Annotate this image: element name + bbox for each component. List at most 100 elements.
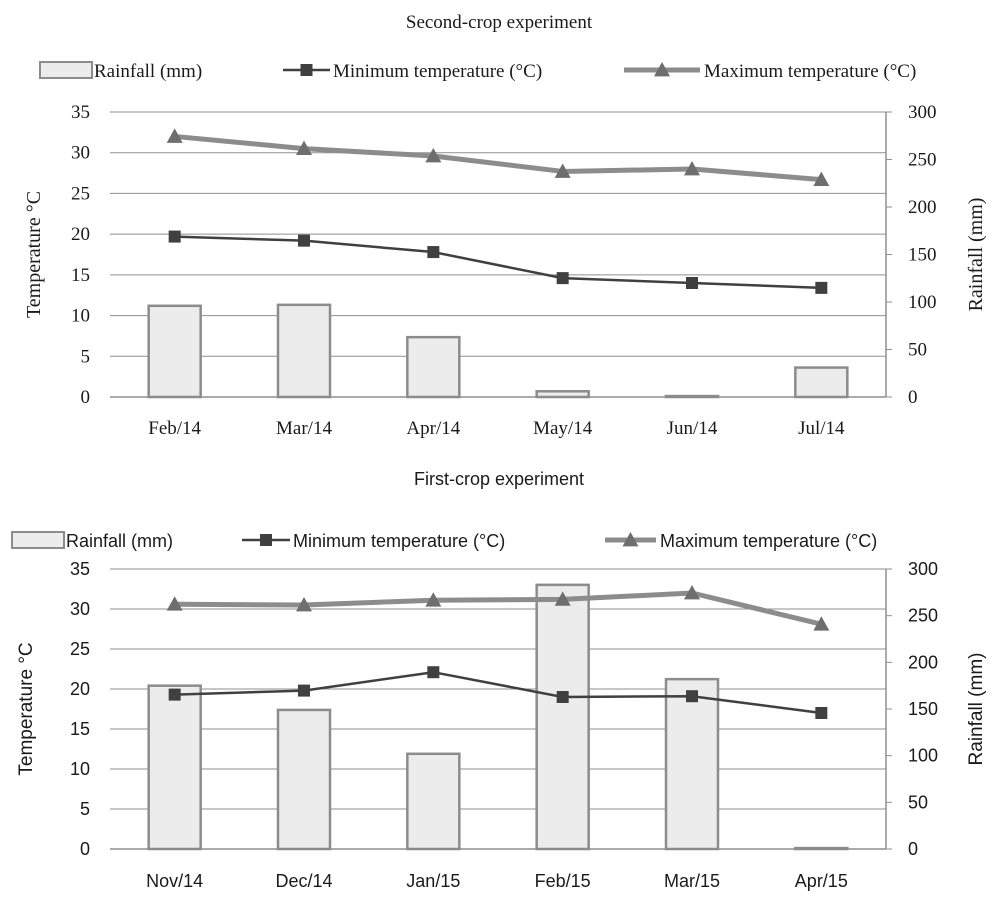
y-left-tick-label: 15 (71, 265, 90, 286)
y-left-tick-label: 20 (70, 679, 90, 699)
y-right-tick-label: 300 (908, 559, 938, 579)
y-left-tick-label: 15 (70, 719, 90, 739)
x-tick-label: Feb/15 (535, 871, 591, 891)
min-temp-line (174, 235, 822, 290)
max-temp-point (813, 171, 830, 186)
y-right-tick-label: 250 (908, 150, 937, 171)
rainfall-bar (794, 846, 849, 851)
max-temp-point (425, 592, 442, 607)
y-left-tick-label: 35 (70, 559, 90, 579)
max-temp-point (813, 616, 830, 631)
rainfall-bar (406, 752, 461, 851)
y-right-tick-label: 50 (908, 792, 928, 812)
rainfall-bar (406, 335, 461, 399)
legend-label-min-temp: Minimum temperature (°C) (333, 61, 542, 82)
min-temp-point (298, 234, 310, 247)
legend: Rainfall (mm) Minimum temperature (°C) Max… (11, 531, 877, 551)
chart-title: Second-crop experiment (406, 12, 593, 33)
rainfall-bar (276, 303, 332, 399)
max-temp-point (684, 161, 700, 176)
y-left-tick-label: 5 (81, 346, 91, 367)
min-temp-point (686, 690, 698, 703)
max-temp-point (296, 140, 312, 156)
max-temp-point (296, 597, 312, 612)
rainfall-bar (147, 684, 202, 851)
legend-label-min-temp: Minimum temperature (°C) (293, 531, 505, 551)
min-temp-point (168, 688, 181, 701)
x-tick-label: Mar/14 (276, 418, 332, 439)
legend-label-max-temp: Maximum temperature (°C) (704, 61, 916, 82)
min-temp-point (815, 281, 828, 294)
y-right-tick-label: 250 (908, 606, 938, 626)
y-left-tick-label: 30 (70, 599, 90, 619)
y-right-axis-title: Rainfall (mm) (966, 653, 987, 766)
y-left-axis-title: Temperature °C (23, 191, 45, 318)
min-temp-point (556, 691, 569, 703)
y-left-tick-label: 25 (70, 639, 90, 659)
y-left-tick-label: 30 (71, 143, 90, 164)
y-left-tick-label: 0 (81, 387, 91, 408)
min-temp-point (427, 246, 440, 259)
legend-swatch-rainfall (39, 61, 93, 79)
chart-second-crop: Second-crop experiment Rainfall (mm) Minim… (23, 12, 987, 439)
x-tick-label: Jan/15 (406, 871, 460, 891)
y-right-tick-label: 200 (908, 197, 937, 218)
max-temp-point (684, 585, 700, 600)
legend-label-max-temp: Maximum temperature (°C) (660, 531, 877, 551)
y-left-tick-label: 10 (71, 306, 90, 327)
x-tick-label: Jun/14 (667, 418, 718, 439)
rainfall-bar (664, 394, 720, 399)
max-temp-point (425, 147, 442, 163)
y-left-tick-label: 10 (70, 759, 90, 779)
max-temp-line (174, 133, 822, 183)
y-right-tick-label: 150 (908, 245, 937, 266)
max-temp-line (174, 590, 822, 627)
y-left-tick-label: 25 (71, 183, 90, 204)
x-tick-label: Apr/15 (795, 871, 848, 891)
rainfall-bar (664, 677, 720, 851)
max-temp-point (554, 163, 571, 178)
chart-title: First-crop experiment (414, 469, 584, 489)
x-tick-label: May/14 (533, 418, 593, 439)
y-right-tick-label: 100 (908, 746, 938, 766)
x-tick-label: Jul/14 (798, 418, 845, 439)
legend-marker-max-temp (654, 62, 670, 77)
rainfall-bar (535, 390, 590, 399)
x-tick-label: Feb/14 (148, 418, 201, 439)
x-tick-label: Nov/14 (146, 871, 203, 891)
rainfall-bar (535, 583, 590, 851)
min-temp-point (815, 707, 828, 719)
rainfall-bar (794, 366, 849, 399)
y-right-tick-label: 100 (908, 292, 937, 313)
x-tick-label: Dec/14 (275, 871, 332, 891)
y-left-tick-label: 35 (71, 102, 90, 123)
y-right-tick-label: 150 (908, 699, 938, 719)
legend-label-rainfall: Rainfall (mm) (66, 531, 173, 551)
chart-first-crop: First-crop experiment Rainfall (mm) Minimu… (11, 469, 987, 891)
min-temp-point (427, 666, 440, 679)
legend-swatch-rainfall (11, 531, 65, 549)
y-right-axis-title: Rainfall (mm) (965, 198, 987, 312)
max-temp-point (166, 128, 183, 143)
max-temp-point (166, 596, 183, 611)
x-tick-label: Apr/14 (406, 418, 460, 439)
max-temp-point (554, 591, 571, 606)
y-left-tick-label: 20 (71, 224, 90, 245)
min-temp-point (298, 684, 310, 697)
y-right-tick-label: 300 (908, 102, 937, 123)
legend-marker-min-temp (260, 534, 272, 546)
y-left-tick-label: 5 (80, 799, 90, 819)
legend-marker-min-temp (300, 64, 313, 76)
legend: Rainfall (mm) Minimum temperature (°C) Max… (39, 61, 916, 82)
y-right-tick-label: 0 (908, 387, 918, 408)
y-right-tick-label: 0 (908, 839, 918, 859)
min-temp-point (556, 272, 569, 285)
y-left-tick-label: 0 (80, 839, 90, 859)
y-right-tick-label: 200 (908, 652, 938, 672)
x-tick-label: Mar/15 (664, 871, 720, 891)
y-left-axis-title: Temperature °C (16, 642, 37, 775)
min-temp-point (168, 230, 181, 243)
legend-label-rainfall: Rainfall (mm) (94, 61, 202, 82)
